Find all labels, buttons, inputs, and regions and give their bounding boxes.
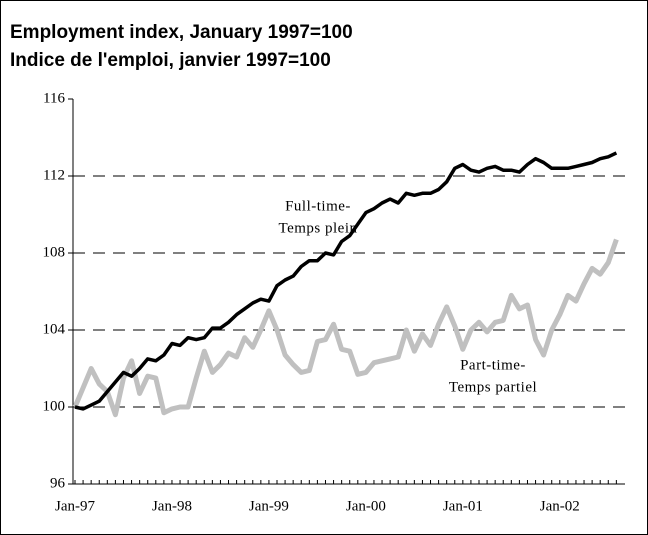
annotation: Temps partiel xyxy=(449,379,537,395)
annotation: Temps plein xyxy=(278,220,357,236)
y-tick-label: 116 xyxy=(43,90,65,106)
y-tick-label: 96 xyxy=(50,475,66,491)
chart-subtitle: Indice de l'emploi, janvier 1997=100 xyxy=(10,50,331,71)
annotation: Part-time- xyxy=(460,357,526,373)
x-tick-label: Jan-98 xyxy=(152,498,192,514)
x-tick-label: Jan-02 xyxy=(540,498,580,514)
x-tick-label: Jan-00 xyxy=(346,498,386,514)
y-tick-label: 104 xyxy=(43,321,66,337)
y-tick-label: 112 xyxy=(43,167,65,183)
line-series xyxy=(72,238,619,418)
y-tick-label: 100 xyxy=(43,398,66,414)
x-tick-label: Jan-97 xyxy=(55,498,95,514)
annotation: Full-time- xyxy=(285,198,351,214)
y-tick-label: 108 xyxy=(43,244,66,260)
chart-title: Employment index, January 1997=100 xyxy=(10,22,353,43)
x-tick-label: Jan-99 xyxy=(249,498,289,514)
x-tick-label: Jan-01 xyxy=(443,498,483,514)
line-series xyxy=(74,151,618,411)
